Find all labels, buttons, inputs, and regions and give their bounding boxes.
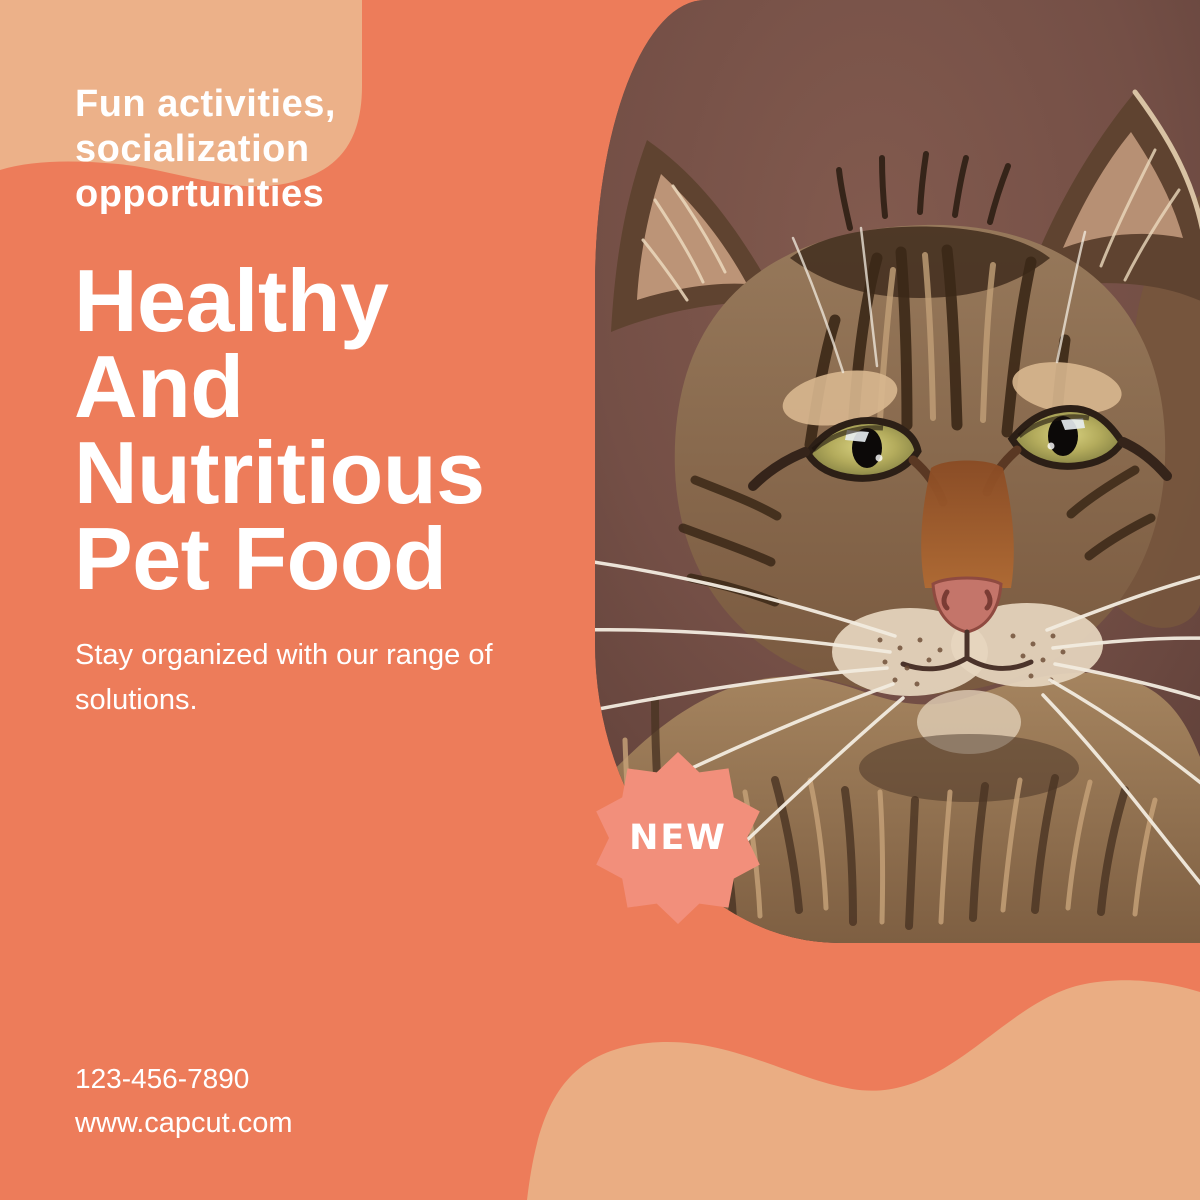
- heading-line: And: [74, 337, 244, 436]
- website-url: www.capcut.com: [75, 1107, 293, 1139]
- cat-mouth: [900, 629, 1034, 672]
- cat-photo: [595, 0, 1200, 943]
- phone-number: 123-456-7890: [75, 1063, 250, 1094]
- new-badge-label: NEW: [629, 818, 727, 858]
- bottom-right-blob-shape: [527, 980, 1200, 1200]
- heading-line: Nutritious: [74, 423, 485, 522]
- cat-head: [674, 224, 1166, 695]
- heading-line: Healthy: [74, 251, 389, 350]
- tagline: Fun activities, socialization opportunit…: [75, 82, 336, 217]
- cat-crown: [790, 226, 1050, 298]
- tagline-line: socialization: [75, 128, 310, 170]
- cat-body: [595, 672, 1200, 943]
- cat-right-brow: [1012, 362, 1122, 414]
- cat-chin: [917, 690, 1021, 754]
- cat-left-eye: [803, 416, 922, 482]
- cat-right-eye: [1007, 404, 1127, 470]
- contact-block: 123-456-7890 www.capcut.com: [75, 1057, 293, 1145]
- cat-whisker-dots: [877, 633, 1066, 687]
- cat-illustration: [595, 0, 1200, 943]
- heading-line: Pet Food: [74, 509, 447, 608]
- cat-right-ear: [1023, 89, 1200, 301]
- supporting-text: Stay organized with our range of solutio…: [75, 639, 493, 716]
- cat-nose-bridge: [921, 460, 1014, 588]
- tagline-line: Fun activities,: [75, 83, 336, 125]
- new-badge: NEW: [591, 751, 765, 925]
- cat-neck-shadow: [859, 734, 1079, 802]
- tagline-line: opportunities: [75, 173, 325, 215]
- cat-left-ear: [611, 140, 779, 332]
- cat-brow-whiskers: [791, 226, 1087, 374]
- cat-left-brow: [782, 370, 898, 426]
- cat-crown-tufts: [836, 151, 1011, 231]
- starburst-icon: [596, 752, 760, 924]
- cat-nose: [931, 576, 1003, 634]
- main-heading: Healthy And Nutritious Pet Food: [74, 251, 485, 608]
